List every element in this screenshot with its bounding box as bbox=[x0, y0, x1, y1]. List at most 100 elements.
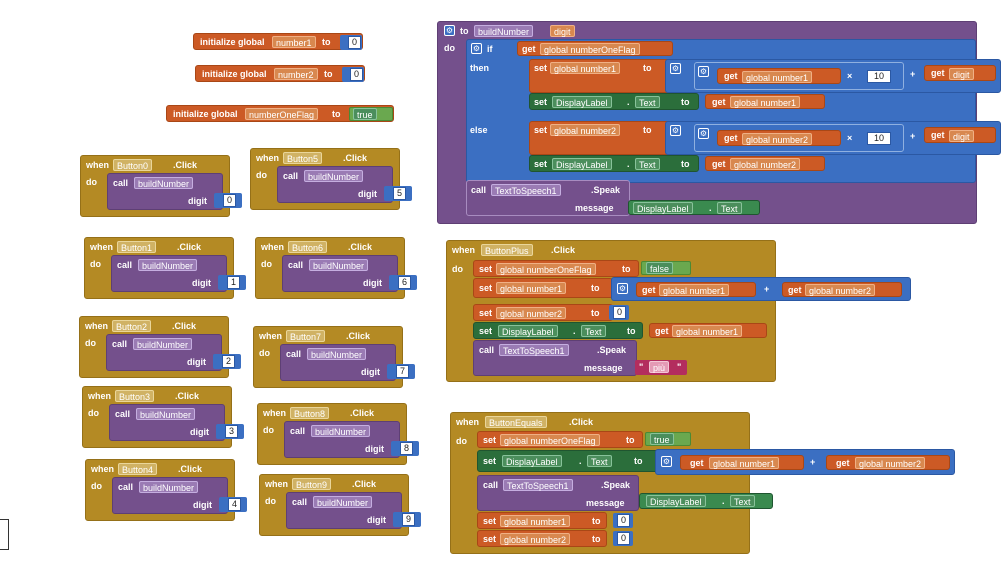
math-multiply-block[interactable]: ⚙ get global number1 × 10 bbox=[694, 62, 904, 90]
variable-dropdown[interactable]: global number2 bbox=[496, 307, 567, 319]
get-variable-block[interactable]: get digit bbox=[924, 65, 996, 81]
when-buttonequals-click-block[interactable]: when ButtonEquals .Click do set global n… bbox=[450, 412, 955, 554]
boolean-dropdown[interactable]: false bbox=[646, 262, 674, 274]
get-variable-block[interactable]: get global number1 bbox=[717, 68, 841, 84]
variable-dropdown[interactable]: global number2 bbox=[805, 284, 876, 296]
procedure-dropdown[interactable]: buildNumber bbox=[139, 481, 199, 493]
variable-dropdown[interactable]: global number2 bbox=[742, 133, 813, 145]
property-dropdown[interactable]: Text bbox=[581, 325, 606, 337]
math-add-block[interactable]: ⚙ get global number1 + get global number… bbox=[655, 449, 955, 475]
variable-dropdown[interactable]: global number2 bbox=[855, 457, 926, 469]
component-dropdown[interactable]: DisplayLabel bbox=[502, 455, 562, 467]
get-variable-block[interactable]: get global number1 bbox=[649, 323, 767, 338]
get-variable-block[interactable]: get global numberOneFlag bbox=[517, 41, 673, 56]
procedure-dropdown[interactable]: buildNumber bbox=[138, 259, 198, 271]
component-dropdown[interactable]: Button1 bbox=[117, 241, 157, 253]
variable-dropdown[interactable]: global number1 bbox=[742, 71, 813, 83]
number-field[interactable]: 0 bbox=[617, 532, 631, 545]
component-dropdown[interactable]: Button0 bbox=[113, 159, 153, 171]
procedure-dropdown[interactable]: buildNumber bbox=[313, 496, 373, 508]
math-add-block[interactable]: ⚙ get global number1 + get global number… bbox=[611, 277, 911, 301]
number-field[interactable]: 9 bbox=[402, 513, 416, 526]
global-name-field[interactable]: numberOneFlag bbox=[245, 108, 319, 120]
component-dropdown[interactable]: Button9 bbox=[292, 478, 332, 490]
procedure-name-field[interactable]: buildNumber bbox=[474, 25, 534, 37]
property-dropdown[interactable]: Text bbox=[717, 202, 742, 214]
when-buttonplus-click-block[interactable]: when ButtonPlus .Click do set global num… bbox=[446, 240, 911, 382]
component-dropdown[interactable]: Button2 bbox=[112, 320, 152, 332]
set-variable-block[interactable]: set global number1 to bbox=[529, 59, 671, 93]
set-component-property-block[interactable]: set DisplayLabel . Text to bbox=[473, 322, 643, 339]
variable-dropdown[interactable]: global number1 bbox=[709, 457, 780, 469]
call-speak-block[interactable]: call TextToSpeech1 .Speak message bbox=[477, 475, 639, 511]
get-variable-block[interactable]: get global number2 bbox=[826, 455, 950, 470]
call-procedure-block[interactable]: call buildNumber digit 2 bbox=[106, 334, 241, 371]
call-procedure-block[interactable]: call buildNumber digit 0 bbox=[107, 173, 242, 210]
get-variable-block[interactable]: get global number2 bbox=[705, 156, 825, 171]
gear-icon[interactable]: ⚙ bbox=[670, 125, 681, 136]
math-add-block[interactable]: ⚙ ⚙ get global number1 × 10 + get digit bbox=[665, 59, 1001, 93]
set-variable-block[interactable]: set global numberOneFlag to bbox=[477, 431, 643, 448]
when-button-click-block[interactable]: when Button1 .Click do call buildNumber … bbox=[84, 237, 246, 299]
call-procedure-block[interactable]: call buildNumber digit 3 bbox=[109, 404, 244, 441]
get-component-property-block[interactable]: DisplayLabel . Text bbox=[639, 493, 773, 509]
property-dropdown[interactable]: Text bbox=[587, 455, 612, 467]
boolean-dropdown[interactable]: true bbox=[650, 433, 674, 445]
component-dropdown[interactable]: TextToSpeech1 bbox=[503, 479, 573, 491]
number-field[interactable]: 0 bbox=[617, 514, 631, 527]
procedure-dropdown[interactable]: buildNumber bbox=[311, 425, 371, 437]
gear-icon[interactable]: ⚙ bbox=[670, 63, 681, 74]
set-component-property-block[interactable]: set DisplayLabel . Text to bbox=[529, 93, 699, 110]
component-dropdown[interactable]: DisplayLabel bbox=[498, 325, 558, 337]
when-button-click-block[interactable]: when Button9 .Click do call buildNumber … bbox=[259, 474, 421, 536]
variable-dropdown[interactable]: global number2 bbox=[730, 158, 801, 170]
get-variable-block[interactable]: get global number1 bbox=[636, 282, 756, 297]
variable-dropdown[interactable]: global number1 bbox=[659, 284, 730, 296]
get-variable-block[interactable]: get digit bbox=[924, 127, 996, 143]
gear-icon[interactable]: ⚙ bbox=[698, 128, 709, 139]
call-speak-block[interactable]: call TextToSpeech1 .Speak message bbox=[466, 180, 630, 216]
gear-icon[interactable]: ⚙ bbox=[661, 456, 672, 467]
procedure-dropdown[interactable]: buildNumber bbox=[304, 170, 364, 182]
number-field[interactable]: 10 bbox=[867, 70, 891, 83]
init-global-number1-block[interactable]: initialize global number1 to 0 bbox=[193, 33, 363, 50]
property-dropdown[interactable]: Text bbox=[730, 495, 755, 507]
variable-dropdown[interactable]: global number1 bbox=[672, 325, 743, 337]
call-procedure-block[interactable]: call buildNumber digit 4 bbox=[112, 477, 247, 514]
when-button-click-block[interactable]: when Button6 .Click do call buildNumber … bbox=[255, 237, 417, 299]
variable-dropdown[interactable]: digit bbox=[949, 68, 974, 80]
number-field[interactable]: 7 bbox=[396, 365, 410, 378]
number-field[interactable]: 0 bbox=[350, 68, 364, 81]
get-variable-block[interactable]: get global number1 bbox=[705, 94, 825, 109]
set-variable-block[interactable]: set global number2 to bbox=[473, 304, 613, 321]
set-variable-block[interactable]: set global number1 to bbox=[473, 278, 613, 298]
set-component-property-block[interactable]: set DisplayLabel . Text to bbox=[529, 155, 699, 172]
procedure-dropdown[interactable]: buildNumber bbox=[307, 348, 367, 360]
component-dropdown[interactable]: ButtonEquals bbox=[485, 416, 547, 428]
gear-icon[interactable]: ⚙ bbox=[698, 66, 709, 77]
number-field[interactable]: 6 bbox=[398, 276, 412, 289]
variable-dropdown[interactable]: global numberOneFlag bbox=[500, 434, 600, 446]
number-field[interactable]: 8 bbox=[400, 442, 414, 455]
get-component-property-block[interactable]: DisplayLabel . Text bbox=[628, 200, 760, 215]
variable-dropdown[interactable]: global number1 bbox=[550, 62, 621, 74]
component-dropdown[interactable]: Button7 bbox=[286, 330, 326, 342]
gear-icon[interactable]: ⚙ bbox=[444, 25, 455, 36]
math-multiply-block[interactable]: ⚙ get global number2 × 10 bbox=[694, 124, 904, 152]
number-field[interactable]: 10 bbox=[867, 132, 891, 145]
set-variable-block[interactable]: set global number2 to bbox=[477, 530, 607, 547]
init-global-number2-block[interactable]: initialize global number2 to 0 bbox=[195, 65, 365, 82]
number-field[interactable]: 4 bbox=[228, 498, 242, 511]
set-variable-block[interactable]: set global number1 to bbox=[477, 512, 607, 529]
call-procedure-block[interactable]: call buildNumber digit 7 bbox=[280, 344, 415, 381]
procedure-definition-block[interactable]: ⚙ to buildNumber digit do ⚙ if get globa… bbox=[437, 21, 1001, 224]
variable-dropdown[interactable]: global number1 bbox=[730, 96, 801, 108]
global-name-field[interactable]: number2 bbox=[274, 68, 318, 80]
gear-icon[interactable]: ⚙ bbox=[471, 43, 482, 54]
variable-dropdown[interactable]: global number2 bbox=[500, 533, 571, 545]
procedure-dropdown[interactable]: buildNumber bbox=[136, 408, 196, 420]
component-dropdown[interactable]: Button6 bbox=[288, 241, 328, 253]
number-field[interactable]: 0 bbox=[613, 306, 627, 319]
component-dropdown[interactable]: Button5 bbox=[283, 152, 323, 164]
get-variable-block[interactable]: get global number1 bbox=[680, 455, 804, 470]
